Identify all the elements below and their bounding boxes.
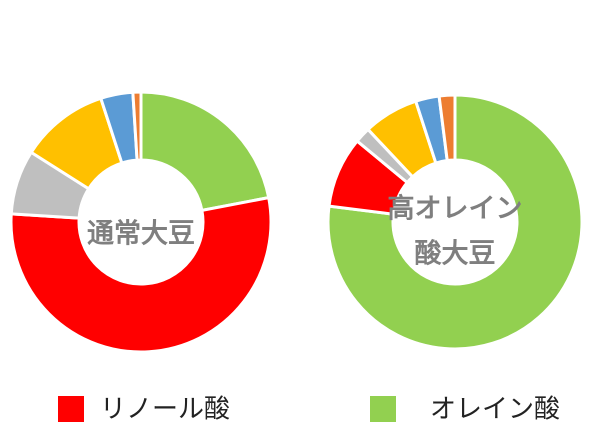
donut-segment xyxy=(326,93,584,351)
donut-segment xyxy=(139,90,271,213)
center-label: 酸大豆 xyxy=(415,239,496,270)
donut-segment xyxy=(131,90,143,162)
center-label: 高オレイン xyxy=(388,193,523,225)
donut-segment xyxy=(437,93,457,163)
legend-label: オレイン酸 xyxy=(430,395,560,425)
legend-swatch xyxy=(370,396,396,422)
legend-swatch xyxy=(58,396,84,422)
legend-label: リノール酸 xyxy=(100,395,230,425)
center-label: 通常大豆 xyxy=(87,219,195,250)
donut-segment xyxy=(9,195,273,354)
